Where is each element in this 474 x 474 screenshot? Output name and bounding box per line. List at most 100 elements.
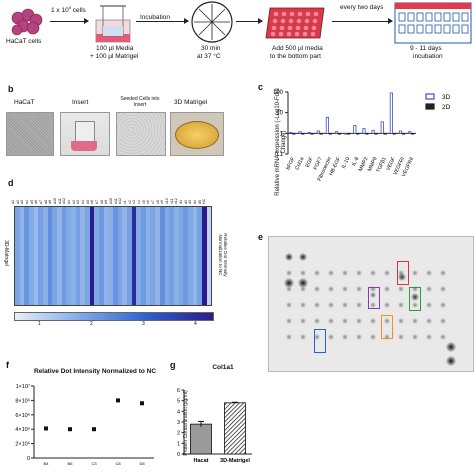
scatter-point [140,401,144,406]
heatmap-cell [164,207,170,305]
x-tick-label: MMP9 [367,156,379,172]
heatmap-col-label: a10 [53,198,57,204]
every-label: every two days [340,4,384,11]
blot-dot [300,318,306,324]
blot-dot [356,270,362,276]
heatmap-cell [47,207,53,305]
heatmap-side-label: Relative Dot Intensity Normalization to … [218,233,228,277]
heatmap-cell [108,207,114,305]
heatmap-cell [99,207,104,305]
blot-dot [398,302,404,308]
bar-2d [347,132,351,135]
blot-dot [286,302,292,308]
hacat-photo [6,112,54,156]
x-tick-label: IL-8 [351,156,360,167]
bar-2d [356,132,360,135]
heatmap-cell [57,207,62,305]
photo-label-2: Insert [72,99,89,106]
heatmap-col-label: b12 [118,198,123,204]
panel-c-letter: c [258,82,264,92]
panel-g-letter: g [170,360,176,370]
y-tick-label: 3 [177,420,180,426]
blot-dot [398,273,406,281]
heatmap-cell [150,207,156,305]
blot-dot [285,253,293,261]
incubation-label: Incubation [140,14,170,21]
chart-g: 0 1 2 3 4 5 6 Hacat 3D-Matrigel [177,388,252,464]
blot-dot [286,318,292,324]
heatmap-col-label: a4 [25,200,29,204]
blot-dot [440,302,446,308]
heatmap-cell [141,207,146,305]
heatmap-col-label: NC [202,198,207,204]
insert-icon [95,5,131,43]
heatmap-col-label: d1 [179,200,183,204]
heatmap-cell [197,207,202,305]
heatmap-col-label: c10 [165,198,169,204]
heatmap-col-label: c3 [132,200,137,204]
heatmap-cell [117,207,123,305]
blot-dot [398,270,404,276]
bar-2d [337,132,342,135]
x-tick-label: bFGF [285,156,296,171]
bar-3d [371,129,375,134]
x-tick-label: IL-10 [341,156,351,169]
blot-dot [300,270,306,276]
chart-f: 0 2×10⁶ 4×10⁶ 6×10⁶ 8×10⁶ 1×10⁷ B4 B6 C3 C8 D5 [15,383,154,466]
blot-dot [370,270,376,276]
cells-icon [11,8,43,36]
heatmap-col-label: d3 [188,200,193,204]
scatter-point [116,398,120,403]
y-tick-label: 0 [27,456,30,462]
blot-dot [398,286,404,292]
heatmap-col-label: c6 [146,200,151,204]
scatter-point [92,427,96,432]
bar-3d [389,92,393,134]
seeded-photo [116,112,166,156]
highlight-box [381,315,393,339]
y-tick-label: 8×10⁶ [15,397,30,404]
legend-label: 3D [442,94,451,101]
add-line1: Add 500 µl media [272,45,323,52]
heatmap-col-label: b7 [95,200,99,204]
heatmap-col-label: b10 [109,198,113,204]
chart-f-title: Relative Dot Intensity Normalized to NC [33,368,157,375]
blot-dot [300,286,306,292]
photo-label-4: 3D Matrigel [174,99,208,106]
blot-dot [298,278,308,288]
blot-dot [440,318,446,324]
matrigel-photo [170,112,224,156]
heatmap [14,206,212,306]
arrow-2 [136,18,189,24]
bar-2d [365,132,369,135]
heatmap-cell [178,207,184,305]
x-tick-label: C3 [91,461,97,466]
heatmap-cell [103,207,109,305]
bar-3d [362,128,366,134]
y-tick-label: 4 [177,409,180,415]
heatmap-cell [94,207,100,305]
well-grid-icon [394,2,472,44]
bar [224,402,246,455]
blot-dot [342,334,348,340]
chart-g-title: Col1a1 [212,364,234,371]
x-tick-label: B4 [44,461,50,466]
heatmap-cell [75,207,81,305]
heatmap-col-label: c1 [123,200,127,204]
panel-e-letter: e [258,232,264,242]
colorbar-tick-label: 1 [38,321,41,327]
blot-dot [370,334,376,340]
bar [190,423,212,455]
y-tick-label: 4×10⁶ [15,426,30,433]
legend-swatch [425,93,435,100]
heatmap-cell [38,207,44,305]
blot-dot [342,286,348,292]
heatmap-cell [187,207,193,305]
x-tick-label: MMP2 [358,156,370,172]
highlight-box [409,287,421,311]
heatmap-cell [159,207,165,305]
y-tick-label: 5 [177,399,180,405]
bar-3d [398,130,403,134]
blot-dot [356,334,362,340]
heatmap-cell [173,207,179,305]
